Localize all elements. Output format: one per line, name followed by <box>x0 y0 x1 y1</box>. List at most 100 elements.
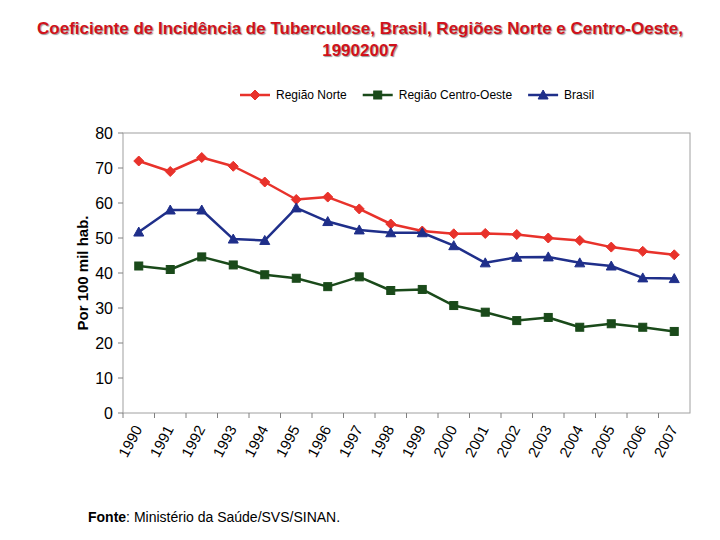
point-marker <box>449 229 459 239</box>
source-label: Fonte <box>88 509 126 525</box>
x-tick-label: 1998 <box>367 422 398 459</box>
point-marker <box>670 327 678 335</box>
point-marker <box>538 90 548 99</box>
y-tick <box>118 413 123 414</box>
point-marker <box>250 90 260 100</box>
x-tick-label: 2007 <box>650 422 681 459</box>
x-tick <box>123 413 124 418</box>
x-tick <box>186 413 187 418</box>
y-tick <box>118 238 123 239</box>
x-tick-label: 1999 <box>398 422 429 459</box>
point-marker <box>638 273 648 282</box>
point-marker <box>228 234 238 243</box>
x-tick <box>406 413 407 418</box>
point-marker <box>197 205 207 214</box>
point-marker <box>354 225 364 234</box>
plot-frame <box>123 133 690 413</box>
y-axis-label: Por 100 mil hab. <box>74 215 91 330</box>
point-marker <box>512 230 522 240</box>
x-tick <box>595 413 596 418</box>
x-tick <box>627 413 628 418</box>
y-tick-label: 50 <box>95 230 113 247</box>
x-tick <box>280 413 281 418</box>
point-marker <box>543 252 553 261</box>
point-marker <box>480 228 490 238</box>
y-tick <box>118 133 123 134</box>
point-marker <box>228 161 238 171</box>
point-marker <box>638 246 648 256</box>
x-tick-label: 2002 <box>493 422 524 459</box>
point-marker <box>197 153 207 163</box>
point-marker <box>450 302 458 310</box>
point-marker <box>417 226 427 236</box>
point-marker <box>544 313 552 321</box>
point-marker <box>260 177 270 187</box>
point-marker <box>669 250 679 260</box>
point-marker <box>261 271 269 279</box>
x-tick-label: 2003 <box>524 422 555 459</box>
x-tick <box>312 413 313 418</box>
y-tick <box>118 273 123 274</box>
point-marker <box>291 203 301 212</box>
y-tick <box>118 343 123 344</box>
y-tick <box>118 308 123 309</box>
point-marker <box>418 285 426 293</box>
point-marker <box>323 192 333 202</box>
point-marker <box>449 241 459 250</box>
series-line <box>139 257 675 332</box>
point-marker <box>387 287 395 295</box>
x-tick-label: 1990 <box>115 422 146 459</box>
legend: Região NorteRegião Centro-OesteBrasil <box>240 88 594 102</box>
point-marker <box>260 235 270 244</box>
x-tick <box>154 413 155 418</box>
point-marker <box>135 262 143 270</box>
legend-label: Região Norte <box>276 88 347 102</box>
chart-svg: 0102030405060708019901991199219931994199… <box>0 0 720 540</box>
y-tick-label: 20 <box>95 335 113 352</box>
point-marker <box>576 323 584 331</box>
x-tick <box>532 413 533 418</box>
x-tick <box>469 413 470 418</box>
x-tick-label: 2005 <box>587 422 618 459</box>
x-tick-label: 1994 <box>241 422 272 459</box>
x-tick-label: 1995 <box>272 422 303 459</box>
point-marker <box>134 227 144 236</box>
x-tick <box>564 413 565 418</box>
x-tick <box>501 413 502 418</box>
y-tick-label: 10 <box>95 370 113 387</box>
source-text: : Ministério da Saúde/SVS/SINAN. <box>126 509 340 525</box>
x-tick-label: 1996 <box>304 422 335 459</box>
point-marker <box>575 235 585 245</box>
point-marker <box>355 273 363 281</box>
series-line <box>139 158 675 255</box>
y-tick <box>118 168 123 169</box>
x-tick-label: 1992 <box>178 422 209 459</box>
y-tick-label: 0 <box>104 405 113 422</box>
point-marker <box>607 320 615 328</box>
x-tick-label: 1993 <box>209 422 240 459</box>
point-marker <box>323 217 333 226</box>
point-marker <box>324 283 332 291</box>
x-tick-label: 1991 <box>146 422 177 459</box>
point-marker <box>386 228 396 237</box>
point-marker <box>417 228 427 237</box>
point-marker <box>354 204 364 214</box>
point-marker <box>481 308 489 316</box>
point-marker <box>166 266 174 274</box>
y-tick-label: 40 <box>95 265 113 282</box>
point-marker <box>543 233 553 243</box>
series-line <box>139 208 675 279</box>
y-tick-label: 30 <box>95 300 113 317</box>
x-tick <box>658 413 659 418</box>
y-tick <box>118 378 123 379</box>
x-tick-label: 2001 <box>461 422 492 459</box>
y-tick-label: 60 <box>95 195 113 212</box>
x-tick <box>217 413 218 418</box>
point-marker <box>480 258 490 267</box>
source-note: Fonte: Ministério da Saúde/SVS/SINAN. <box>88 509 340 525</box>
y-tick-label: 70 <box>95 160 113 177</box>
x-tick <box>375 413 376 418</box>
x-tick <box>343 413 344 418</box>
point-marker <box>513 317 521 325</box>
point-marker <box>669 274 679 283</box>
